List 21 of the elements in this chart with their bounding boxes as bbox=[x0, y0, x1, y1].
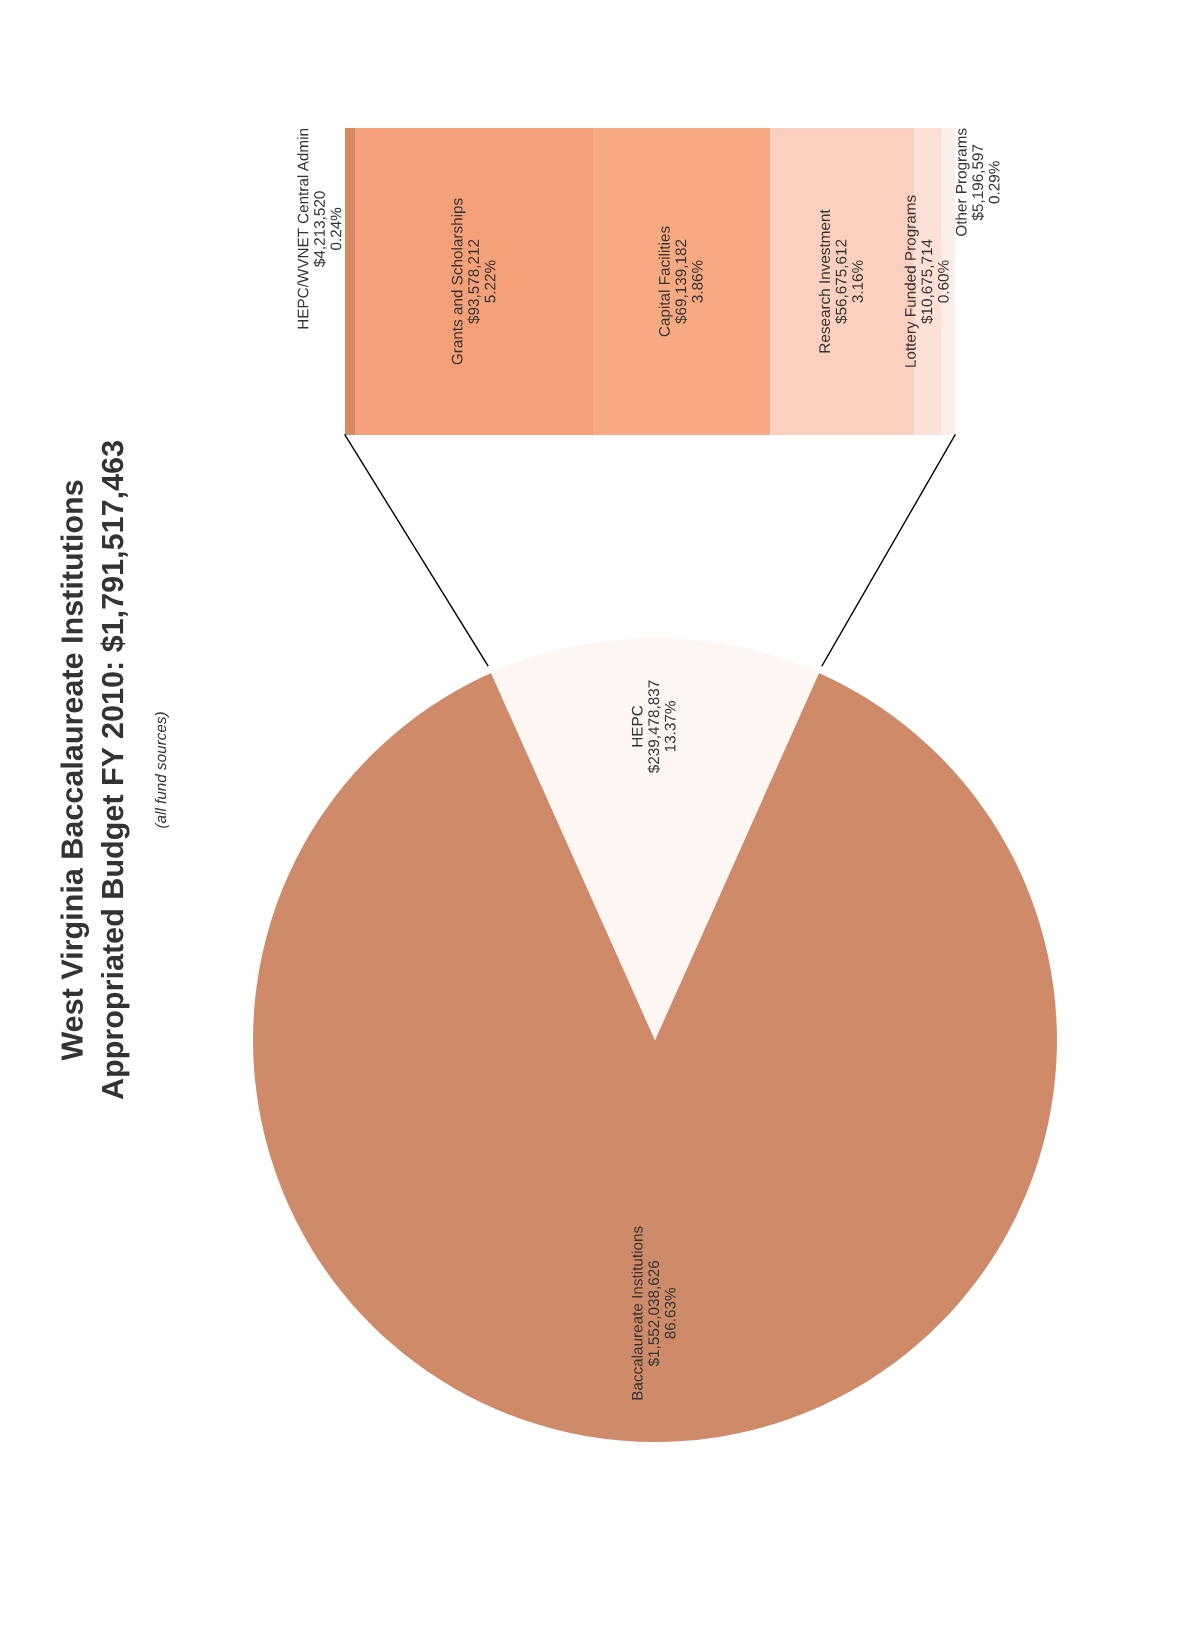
data-label: $10,675,714 0.60% bbox=[920, 239, 949, 324]
data-label: $239,478,837 13.37% bbox=[647, 680, 676, 774]
data-label: $5,196,597 0.29% bbox=[971, 144, 1000, 221]
text: HEPC/WVNET Central Admin bbox=[297, 128, 309, 329]
pie-slice bbox=[491, 638, 819, 1040]
bar bbox=[345, 128, 356, 435]
pie-slice bbox=[253, 672, 1057, 1442]
text: (all fund sources) bbox=[154, 712, 170, 828]
data-label: $69,139,182 3.86% bbox=[674, 239, 703, 324]
text: West Virginia Baccalaureate Institutions Appropriated Budget FY 2010: $1,791,517,463 bbox=[60, 441, 130, 1100]
data-label: $56,675,612 3.16% bbox=[835, 239, 863, 324]
slice-label: Baccalaureate Institutions bbox=[631, 1226, 643, 1400]
data-label: $93,578,212 5.22% bbox=[467, 239, 496, 324]
series-label: Grants and Scholarships bbox=[451, 198, 466, 365]
text: Lottery Funded Programs bbox=[904, 195, 919, 367]
data-label: $4,213,520 0.24% bbox=[313, 191, 342, 267]
text: Other Programs bbox=[955, 128, 970, 236]
slice-label: HEPC bbox=[631, 705, 643, 747]
series-label: Capital Facilities bbox=[658, 226, 673, 337]
data-label: $1,552,038,626 86.63% bbox=[647, 1260, 676, 1367]
series-label: Research Investment bbox=[818, 209, 831, 353]
